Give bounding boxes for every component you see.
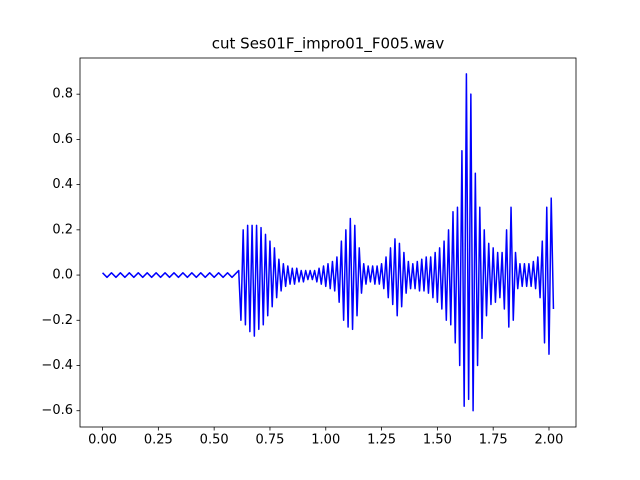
x-tick-label: 1.00 — [311, 433, 340, 448]
x-tick-label: 2.00 — [535, 433, 564, 448]
x-tick-label: 1.75 — [479, 433, 508, 448]
plot-frame — [79, 57, 577, 428]
y-tick-label: −0.6 — [41, 403, 73, 418]
x-tick-label: 0.75 — [255, 433, 284, 448]
x-tick-label: 1.25 — [367, 433, 396, 448]
y-tick-label: 0.0 — [52, 268, 73, 283]
y-tick-label: 0.2 — [52, 222, 73, 237]
y-tick-label: 0.6 — [52, 132, 73, 147]
chart-title: cut Ses01F_impro01_F005.wav — [212, 35, 445, 54]
y-tick-label: 0.8 — [52, 87, 73, 102]
x-tick-label: 0.50 — [200, 433, 229, 448]
y-tick-label: −0.4 — [41, 358, 73, 373]
waveform-line — [102, 73, 555, 412]
x-tick-label: 1.50 — [423, 433, 452, 448]
x-tick-label: 0.00 — [88, 433, 117, 448]
y-tick-label: −0.2 — [41, 313, 73, 328]
x-tick-label: 0.25 — [144, 433, 173, 448]
y-tick-label: 0.4 — [52, 177, 73, 192]
